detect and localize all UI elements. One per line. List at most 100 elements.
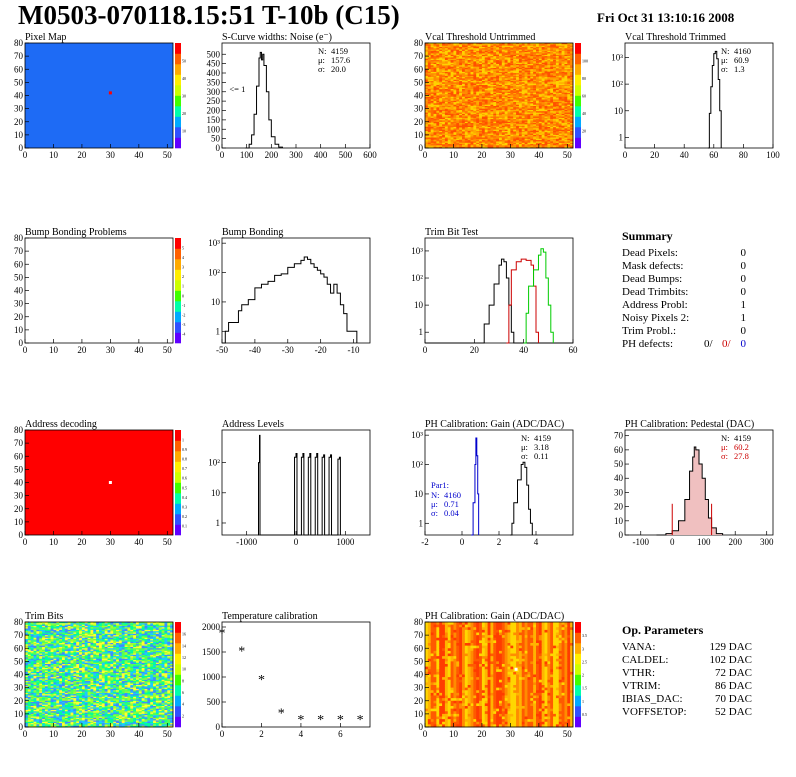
chart-title: PH Calibration: Gain (ADC/DAC): [425, 419, 564, 430]
y-tick-label: 1: [419, 327, 424, 337]
x-tick-label: 300: [760, 537, 774, 547]
palette-tick-label: 0.6: [182, 476, 187, 481]
x-tick-label: 10: [49, 537, 59, 547]
x-tick-label: 1000: [336, 537, 355, 547]
palette-tick-label: 0.1: [182, 523, 187, 528]
palette-swatch: [175, 280, 181, 291]
y-tick-label: 1: [619, 132, 624, 142]
x-tick-label: 100: [697, 537, 711, 547]
palette-swatch: [175, 43, 181, 54]
y-tick-label: 60: [414, 64, 424, 74]
heatmap-fill: [25, 43, 173, 148]
y-tick-label: 10: [614, 516, 624, 526]
series-line: [708, 51, 721, 148]
palette-tick-label: 0.5: [182, 485, 187, 490]
chart-title: Vcal Threshold Untrimmed: [425, 32, 535, 43]
x-tick-label: 40: [134, 537, 144, 547]
y-tick-label: 70: [614, 431, 624, 441]
y-tick-label: 500: [207, 49, 221, 59]
plot-frame: [25, 238, 173, 343]
palette-tick-label: 10: [182, 129, 186, 134]
stats-label: σ:: [721, 64, 728, 74]
palette-tick-label: 0.4: [182, 495, 187, 500]
x-tick-label: 80: [739, 150, 749, 160]
palette-tick-label: 4: [182, 255, 184, 260]
palette-tick-label: 3: [182, 265, 184, 270]
y-tick-label: 80: [14, 233, 24, 243]
palette-tick-label: 5: [182, 246, 184, 251]
address-decoding-chart: Address decoding0.10.20.30.40.50.60.70.8…: [14, 419, 187, 547]
palette-swatch: [175, 85, 181, 96]
palette-tick-label: 20: [582, 129, 586, 134]
chart-title: Trim Bit Test: [425, 227, 478, 238]
y-tick-label: 10: [414, 130, 424, 140]
y-tick-label: 20: [414, 117, 424, 127]
x-tick-label: 0: [23, 537, 28, 547]
palette-swatch: [175, 259, 181, 270]
stats-label: σ:: [721, 451, 728, 461]
y-tick-label: 50: [14, 272, 24, 282]
palette-tick-label: 0.8: [182, 457, 187, 462]
palette-swatch: [575, 117, 581, 128]
x-tick-label: 50: [163, 537, 173, 547]
x-tick-label: 40: [534, 150, 544, 160]
y-tick-label: 50: [211, 134, 221, 144]
palette-tick-label: 1: [182, 284, 184, 289]
y-tick-label: 40: [614, 473, 624, 483]
y-tick-label: 70: [14, 438, 24, 448]
palette-tick-label: -2: [182, 312, 185, 317]
x-tick-label: 60: [569, 345, 579, 355]
palette-swatch: [175, 451, 181, 462]
y-tick-label: 10: [14, 130, 24, 140]
y-tick-label: 400: [207, 68, 221, 78]
x-tick-label: 60: [709, 150, 719, 160]
x-tick-label: 50: [563, 150, 573, 160]
y-tick-label: 10: [211, 488, 221, 498]
y-tick-label: 20: [14, 312, 24, 322]
y-tick-label: 50: [14, 77, 24, 87]
x-tick-label: -30: [282, 345, 294, 355]
palette-swatch: [175, 117, 181, 128]
y-tick-label: 70: [414, 51, 424, 61]
stats2-title: Par1:: [431, 480, 449, 490]
palette-tick-label: 0.2: [182, 514, 187, 519]
x-tick-label: 200: [728, 537, 742, 547]
y-tick-label: 10: [211, 297, 221, 307]
palette-swatch: [175, 291, 181, 302]
y-tick-label: 80: [14, 38, 24, 48]
stats-value: 1.3: [734, 64, 745, 74]
x-tick-label: 0: [670, 537, 675, 547]
palette-swatch: [175, 462, 181, 473]
x-tick-label: -40: [249, 345, 261, 355]
y-tick-label: 20: [614, 502, 624, 512]
stats2-value: 0.04: [444, 508, 460, 518]
x-tick-label: 10: [49, 150, 59, 160]
x-tick-label: 0: [220, 150, 225, 160]
y-tick-label: 10: [14, 325, 24, 335]
y-tick-label: 10²: [411, 460, 423, 470]
y-tick-label: 50: [614, 459, 624, 469]
y-tick-label: 0: [19, 338, 24, 348]
stats2-label: σ:: [431, 508, 438, 518]
y-tick-label: 70: [14, 51, 24, 61]
y-tick-label: 60: [14, 451, 24, 461]
y-tick-label: 10: [14, 517, 24, 527]
y-tick-label: 40: [14, 478, 24, 488]
x-tick-label: 200: [265, 150, 279, 160]
x-tick-label: -10: [348, 345, 360, 355]
y-tick-label: 10²: [611, 79, 623, 89]
y-tick-label: 150: [207, 115, 221, 125]
y-tick-label: 20: [14, 504, 24, 514]
y-tick-label: 70: [14, 246, 24, 256]
x-tick-label: -2: [421, 537, 429, 547]
palette-swatch: [175, 106, 181, 117]
palette-swatch: [175, 96, 181, 107]
chart-title: Pixel Map: [25, 32, 66, 43]
y-tick-label: 1: [419, 518, 424, 528]
